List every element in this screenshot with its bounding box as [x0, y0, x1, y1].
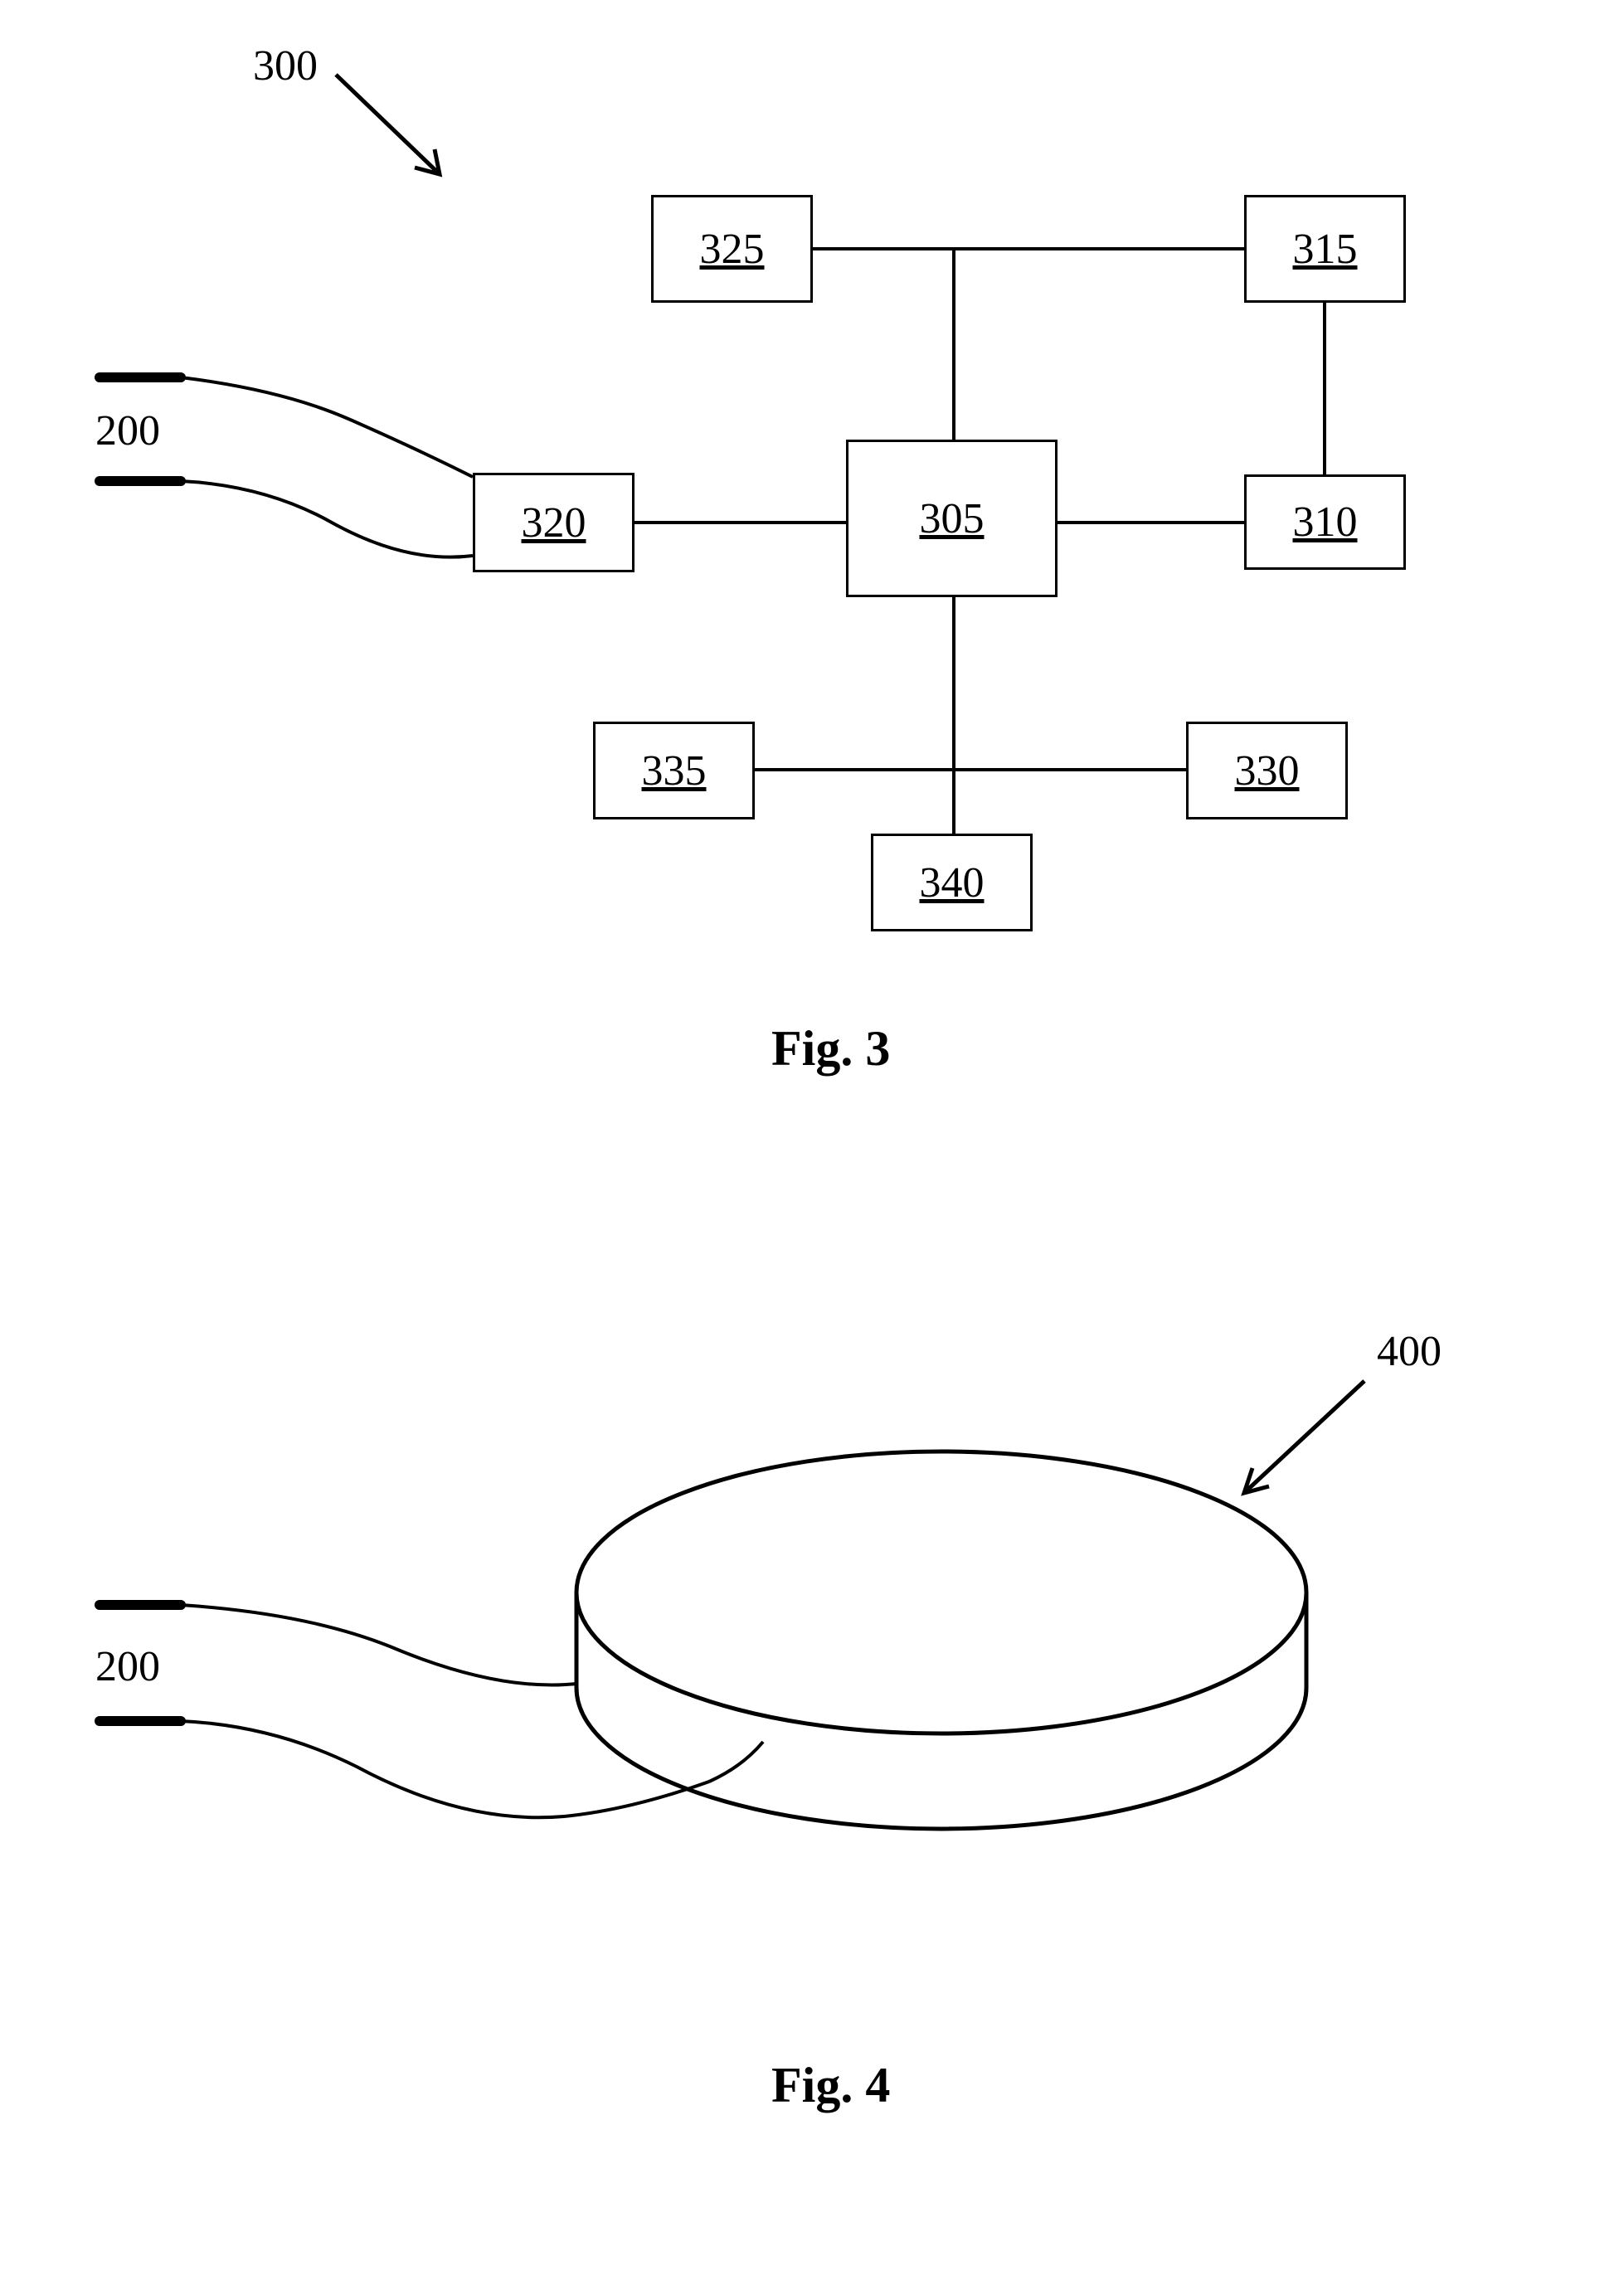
fig3-caption: Fig. 3: [771, 1020, 890, 1077]
block-310: 310: [1244, 474, 1406, 570]
diagram-svg: [0, 0, 1624, 2295]
block-315: 315: [1244, 195, 1406, 303]
fig4-ref-leads: 200: [95, 1642, 160, 1691]
block-label-325: 325: [700, 225, 765, 274]
block-label-315: 315: [1293, 225, 1358, 274]
fig3-ref-main: 300: [253, 41, 318, 90]
fig4-ref-main: 400: [1377, 1327, 1442, 1376]
fig3-leads: [100, 377, 473, 557]
block-335: 335: [593, 722, 755, 819]
block-320: 320: [473, 473, 635, 572]
block-340: 340: [871, 834, 1033, 931]
block-label-320: 320: [522, 498, 586, 547]
block-label-330: 330: [1235, 746, 1300, 795]
block-330: 330: [1186, 722, 1348, 819]
fig4-leads: [100, 1605, 763, 1817]
block-label-310: 310: [1293, 498, 1358, 547]
fig4-arrow: [1244, 1381, 1364, 1493]
fig3-arrow: [336, 75, 440, 174]
block-label-305: 305: [920, 494, 985, 543]
fig4-caption: Fig. 4: [771, 2057, 890, 2114]
fig4-disc: [576, 1451, 1306, 1829]
block-label-340: 340: [920, 858, 985, 907]
diagram-container: 305310315320325330335340 300 200 Fig. 3 …: [0, 0, 1624, 2295]
block-305: 305: [846, 440, 1058, 597]
fig3-ref-leads: 200: [95, 406, 160, 455]
block-label-335: 335: [642, 746, 707, 795]
block-325: 325: [651, 195, 813, 303]
